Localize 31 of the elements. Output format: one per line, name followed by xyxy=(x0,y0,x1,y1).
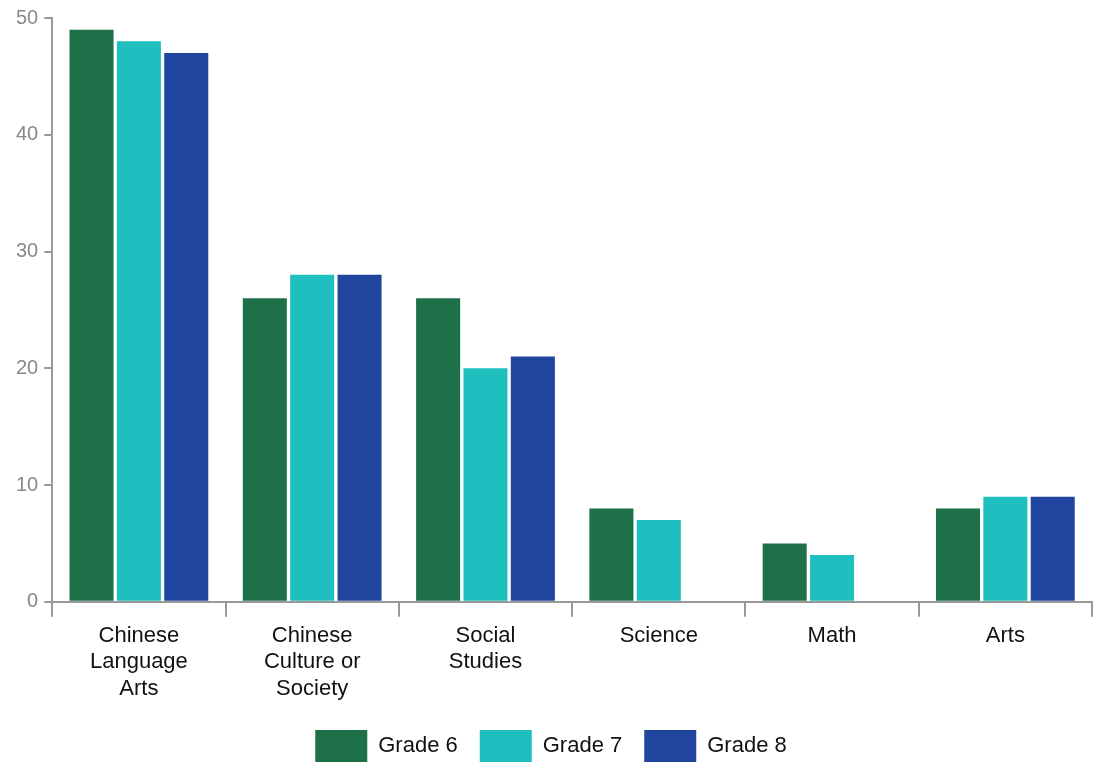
x-tick-label: Chinese Language Arts xyxy=(89,622,188,700)
y-tick-label: 10 xyxy=(16,472,39,495)
y-tick-label: 20 xyxy=(16,355,39,378)
bar xyxy=(337,274,382,601)
bar xyxy=(69,29,114,601)
bar xyxy=(164,53,209,601)
legend-label: Grade 8 xyxy=(707,732,787,758)
bar xyxy=(463,368,508,601)
x-tick-label: Arts xyxy=(985,622,1025,648)
x-tick-label: Social Studies xyxy=(448,622,523,674)
x-tick-label: Math xyxy=(807,622,857,648)
y-tick-label: 30 xyxy=(16,239,39,262)
bar xyxy=(510,356,555,601)
bar xyxy=(983,496,1028,601)
legend-label: Grade 7 xyxy=(542,732,623,758)
bar xyxy=(935,508,981,601)
bar xyxy=(290,274,335,601)
bar xyxy=(762,543,807,601)
bar xyxy=(1030,496,1075,601)
y-tick-label: 0 xyxy=(27,589,39,612)
bar xyxy=(589,508,634,601)
y-tick-label: 50 xyxy=(16,5,39,28)
y-tick-label: 40 xyxy=(16,122,39,145)
x-tick-label: Science xyxy=(619,622,698,648)
bar xyxy=(242,298,287,601)
bar xyxy=(810,555,855,601)
bar xyxy=(416,298,461,601)
bar xyxy=(636,520,681,601)
x-tick-label: Chinese Culture or Society xyxy=(263,622,361,700)
bar xyxy=(116,41,161,601)
legend-label: Grade 6 xyxy=(378,732,458,758)
